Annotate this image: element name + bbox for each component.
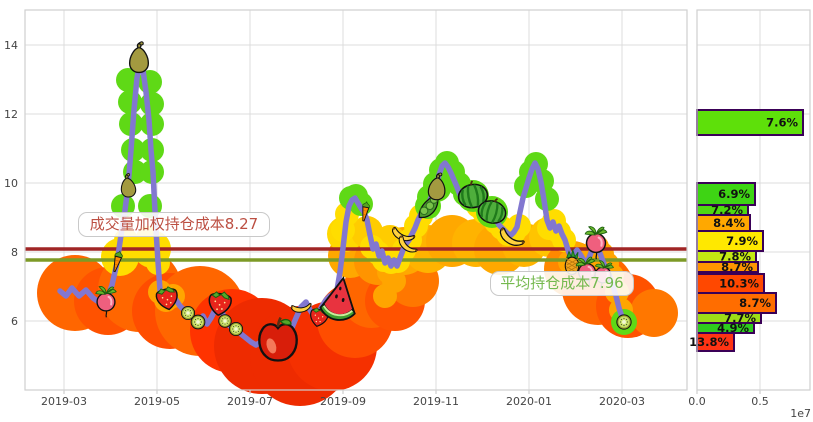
dist-bar-label: 7.2%: [711, 203, 743, 217]
kiwi-icon: [228, 321, 244, 337]
main-x-tick-label: 2020-01: [506, 395, 552, 408]
main-y-tick-label: 12: [4, 108, 18, 121]
main-x-tick-label: 2019-11: [413, 395, 459, 408]
main-y-tick-label: 6: [11, 315, 18, 328]
dist-bar-label: 13.8%: [689, 335, 729, 349]
volume-blob: [630, 289, 678, 337]
dist-bar-label: 6.9%: [718, 187, 750, 201]
kiwi-icon: [616, 314, 632, 330]
dist-bar-label: 7.9%: [726, 234, 758, 248]
dist-bar-label: 8.7%: [721, 260, 753, 274]
main-x-tick-label: 2019-07: [227, 395, 273, 408]
dist-bar-label: 10.3%: [719, 277, 759, 291]
main-plot-border: [24, 9, 688, 391]
dist-plot-border: [696, 9, 811, 391]
vwap-cost-annotation: 成交量加权持仓成本8.27: [78, 212, 270, 237]
main-y-tick-label: 8: [11, 246, 18, 259]
dist-bar-label: 8.4%: [713, 216, 745, 230]
dist-bar-label: 4.9%: [717, 321, 749, 335]
main-x-tick-label: 2020-03: [599, 395, 645, 408]
main-x-tick-label: 2019-03: [41, 395, 87, 408]
dist-x-tick-label: 0.0: [688, 395, 706, 408]
main-y-tick-label: 14: [4, 39, 18, 52]
main-x-tick-label: 2019-09: [320, 395, 366, 408]
glow-marker-orange: [373, 284, 397, 308]
main-y-tick-label: 10: [4, 177, 18, 190]
dist-axis-scale-label: 1e7: [790, 407, 811, 420]
dist-bar-label: 7.6%: [766, 116, 798, 130]
dist-x-tick-label: 0.5: [751, 395, 769, 408]
kiwi-icon: [218, 314, 232, 328]
avg-cost-annotation: 平均持仓成本7.96: [490, 271, 634, 296]
dist-bar: [696, 109, 804, 136]
main-x-tick-label: 2019-05: [134, 395, 180, 408]
dist-bar-label: 7.7%: [724, 311, 756, 325]
kiwi-icon: [190, 314, 206, 330]
dist-bar-label: 8.7%: [739, 296, 771, 310]
pear-icon: [128, 41, 150, 74]
dist-bar-label: 7.8%: [719, 250, 751, 264]
glow-marker-green: [118, 90, 142, 114]
